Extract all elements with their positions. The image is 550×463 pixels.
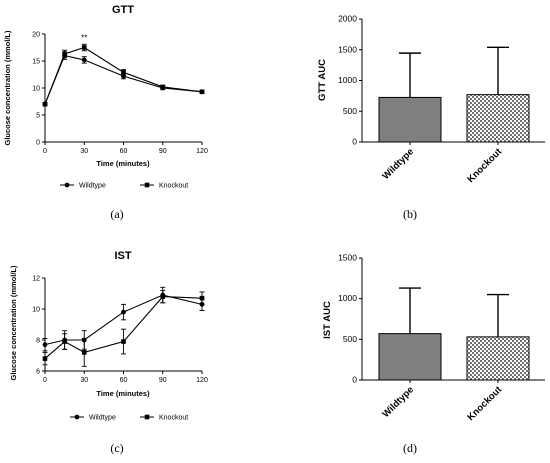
significance-marker: **: [81, 33, 87, 42]
panel-caption: (b): [403, 207, 417, 221]
series-line: [44, 54, 203, 105]
x-tick-label: 30: [80, 377, 88, 384]
series-knockout: [42, 289, 205, 367]
data-point: [160, 294, 166, 299]
panel-caption: (a): [110, 207, 123, 221]
panel-caption: (d): [403, 441, 417, 455]
data-point: [121, 309, 126, 315]
legend-item: Knockout: [140, 183, 188, 190]
y-tick-label: 5: [36, 113, 40, 120]
x-tick-label: Knockout: [465, 384, 504, 423]
data-point: [121, 339, 126, 344]
y-tick-label: 1000: [338, 293, 357, 303]
x-tick-label: 60: [120, 148, 128, 155]
y-tick-label: 15: [32, 59, 40, 66]
x-tick-label: 0: [43, 148, 47, 155]
x-tick-label: 120: [196, 377, 208, 384]
x-axis-label: Time (minutes): [96, 389, 150, 398]
y-tick-label: 500: [343, 334, 357, 344]
series-wildtype: [42, 51, 205, 107]
legend-marker: [144, 182, 150, 188]
legend-marker: [144, 414, 150, 420]
bar-wildtype: [378, 96, 442, 143]
bar-knockout: [466, 336, 530, 381]
data-point: [160, 84, 166, 90]
y-tick-label: 10: [32, 86, 40, 93]
legend-item: Wildtype: [60, 183, 106, 190]
legend-marker: [64, 182, 70, 188]
series-knockout: [42, 43, 205, 107]
y-tick-label: 12: [32, 276, 40, 283]
y-tick-label: 1500: [338, 253, 357, 263]
x-tick-label: 0: [43, 377, 47, 384]
data-point: [81, 57, 87, 63]
y-tick-label: 0: [352, 137, 357, 147]
y-tick-label: 20: [32, 32, 40, 39]
legend-item: Wildtype: [70, 415, 116, 422]
data-point: [81, 350, 87, 355]
y-axis-label: IST AUC: [322, 301, 333, 339]
legend-label: Wildtype: [79, 183, 106, 190]
x-tick-label: 120: [196, 148, 208, 155]
x-tick-label: Wildtype: [380, 146, 416, 182]
bar-wildtype: [378, 333, 442, 381]
y-tick-label: 500: [343, 106, 357, 116]
data-point: [42, 356, 48, 361]
x-tick-label: 60: [120, 377, 128, 384]
panel-caption: (c): [110, 441, 123, 455]
data-point: [81, 45, 87, 50]
data-point: [62, 51, 67, 57]
x-tick-label: Wildtype: [380, 384, 416, 420]
x-tick-label: 90: [159, 377, 167, 384]
y-tick-label: 8: [36, 338, 40, 345]
y-tick-label: 10: [32, 307, 40, 314]
x-axis-label: Time (minutes): [96, 159, 150, 168]
y-tick-label: 2000: [338, 14, 357, 24]
x-tick-label: Knockout: [465, 146, 504, 185]
data-point: [42, 342, 48, 348]
y-tick-label: 6: [36, 369, 40, 376]
y-tick-label: 0: [352, 375, 357, 385]
data-point: [62, 339, 67, 344]
chart-title: GTT: [112, 4, 134, 16]
series-line: [44, 46, 203, 105]
y-axis-label: GTT AUC: [317, 59, 328, 101]
legend-label: Knockout: [159, 415, 188, 422]
data-point: [199, 295, 205, 301]
legend-label: Wildtype: [89, 415, 116, 422]
data-point: [42, 101, 48, 107]
legend-label: Knockout: [159, 183, 188, 190]
data-point: [199, 89, 205, 95]
chart-title: IST: [114, 250, 131, 262]
legend-item: Knockout: [140, 415, 188, 422]
y-axis-label: Glucose concentration (mmol/L): [9, 265, 18, 381]
legend-marker: [74, 414, 80, 420]
y-tick-label: 1000: [338, 75, 357, 85]
y-tick-label: 0: [36, 140, 40, 147]
x-tick-label: 90: [159, 148, 167, 155]
y-axis-label: Glucose concentration (mmol/L): [3, 30, 12, 146]
y-tick-label: 1500: [338, 44, 357, 54]
series-line: [44, 296, 203, 360]
data-point: [121, 70, 126, 75]
x-tick-label: 30: [80, 148, 88, 155]
bar-knockout: [466, 94, 530, 143]
